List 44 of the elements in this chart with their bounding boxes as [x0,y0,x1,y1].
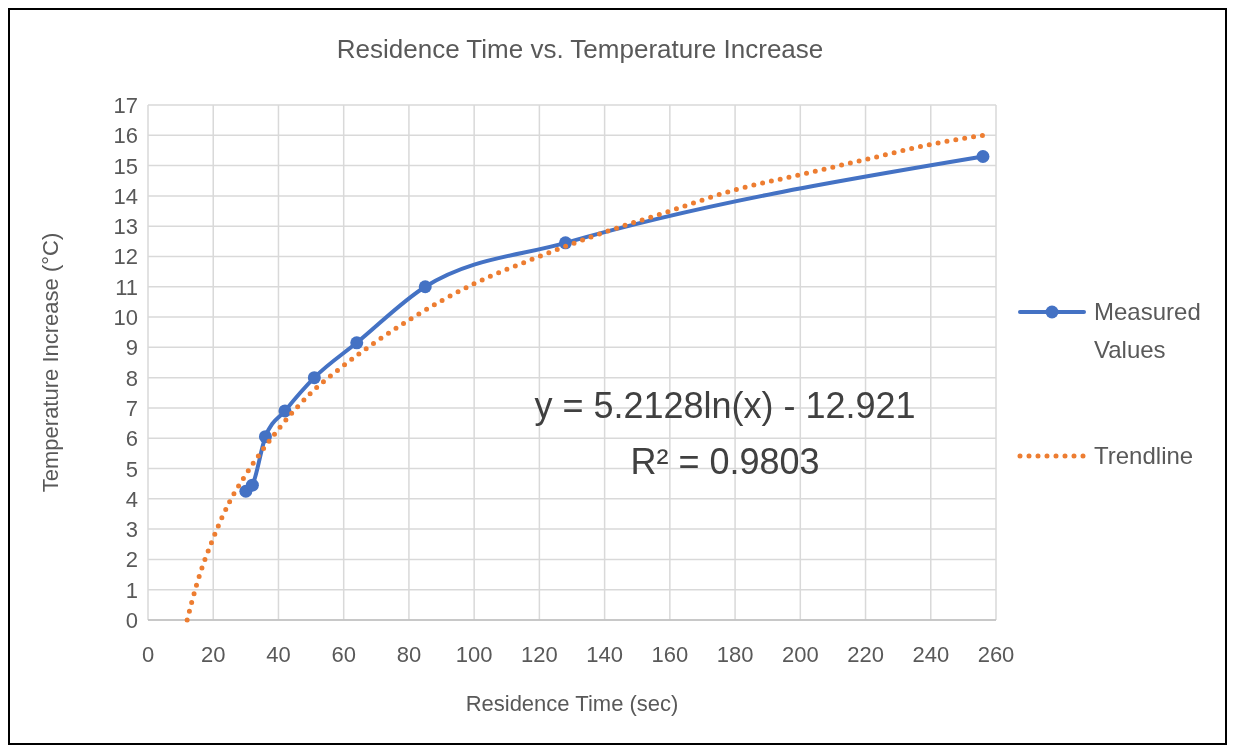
x-tick-label: 60 [331,642,356,667]
x-tick-label: 260 [977,642,1015,667]
annotation: y = 5.2128ln(x) - 12.921 [534,385,916,426]
point [307,371,321,385]
x-tick-label: 40 [266,642,291,667]
x-tick-label: 100 [455,642,493,667]
x-tick-label: 140 [586,642,623,667]
y-tick-label: 11 [115,274,138,300]
y-tick-label: 1 [125,577,138,603]
annotation: R² = 0.9803 [630,441,820,482]
y-tick-label: 0 [125,608,138,633]
point [418,280,432,294]
point [976,150,990,163]
y-tick-label: 17 [113,93,138,118]
y-tick-label: 16 [113,123,138,149]
y-tick-label: 3 [125,517,138,543]
point [350,336,364,350]
y-tick-label: 8 [125,365,138,391]
legend-label: Trendline [1094,442,1194,469]
x-tick-label: 120 [521,642,558,667]
x-tick-label: 200 [781,642,819,667]
y-axis-title: Temperature Increase (°C) [38,232,63,493]
y-tick-label: 7 [125,395,138,421]
x-tick-label: 180 [716,642,754,667]
y-tick-label: 12 [113,244,138,270]
x-tick-label: 240 [912,642,950,667]
y-tick-label: 10 [113,305,138,331]
x-tick-label: 20 [200,642,226,667]
x-tick-label: 220 [847,642,884,667]
x-axis-title: Residence Time (sec) [465,691,679,716]
y-tick-label: 6 [125,426,138,452]
x-tick-label: 0 [141,642,155,667]
point [245,478,259,492]
y-tick-label: 4 [125,486,138,512]
y-tick-label: 14 [113,183,138,209]
legend-label: Measured Values [1094,298,1201,363]
x-tick-label: 160 [651,642,689,667]
y-tick-label: 5 [125,456,138,482]
x-tick-label: 80 [396,642,422,667]
y-tick-label: 15 [113,153,138,179]
y-tick-label: 9 [125,335,138,361]
y-tick-label: 2 [125,547,138,573]
chart-title: Residence Time vs. Temperature Increase [336,34,824,64]
y-tick-label: 13 [113,214,138,240]
